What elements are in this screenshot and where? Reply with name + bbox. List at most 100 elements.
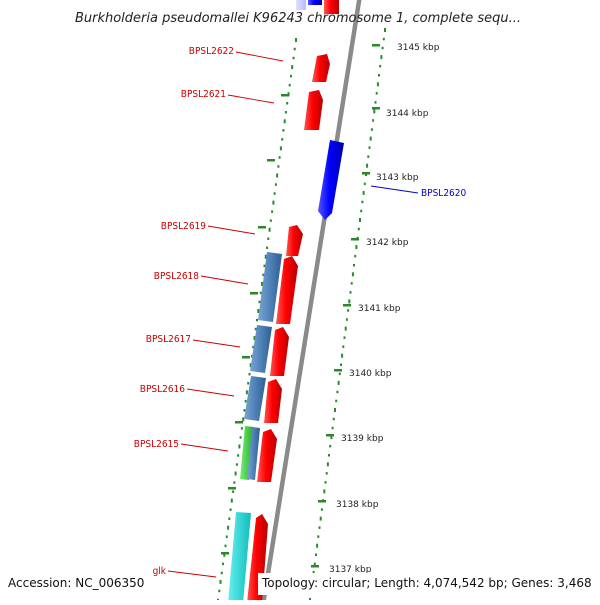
gc-track-inner-dot	[278, 156, 281, 159]
inner-tick-mark	[267, 159, 275, 162]
gc-track-outer-dot	[357, 227, 360, 231]
gc-track-inner-dot	[232, 490, 235, 493]
gc-track-inner-dot	[263, 264, 266, 268]
gc-track-inner-dot	[218, 589, 221, 593]
gc-track-outer-dot	[347, 309, 350, 312]
label-bpsl2622[interactable]: BPSL2622	[189, 46, 234, 57]
gc-track-inner-dot	[224, 544, 227, 548]
label-bpsl2621[interactable]: BPSL2621	[181, 89, 226, 100]
gc-track-outer-dot	[319, 516, 322, 521]
label-bpsl2619[interactable]: BPSL2619	[161, 221, 206, 232]
gc-track-outer-dot	[325, 472, 328, 475]
label-bpsl2616[interactable]: BPSL2616	[140, 384, 185, 395]
gc-track-inner-dot	[251, 354, 253, 358]
gc-track-inner-dot	[257, 309, 260, 313]
label-bpsl2620[interactable]: BPSL2620	[421, 188, 466, 199]
label-bpsl2618[interactable]: BPSL2618	[154, 271, 199, 282]
sequence-backbone	[260, 0, 362, 605]
gc-track-inner-dot	[271, 210, 274, 213]
gc-track-inner-dot	[239, 436, 242, 439]
leader-bpsl2619	[207, 225, 256, 235]
gc-track-outer-dot	[351, 272, 354, 277]
gc-track-outer-dot	[366, 163, 369, 168]
gene-bpsl2616-operon-block	[244, 376, 266, 421]
footer-accession-bg	[0, 573, 150, 595]
gc-dotted-tracks	[217, 28, 386, 602]
gc-track-outer-dot	[349, 291, 352, 294]
leader-glk	[167, 570, 217, 578]
gc-track-outer-dot	[363, 182, 366, 186]
gc-track-inner-dot	[259, 291, 262, 295]
kbp-tick-mark	[326, 434, 334, 437]
gc-track-inner-dot	[277, 165, 280, 168]
gc-track-outer-dot	[381, 46, 384, 50]
gc-track-inner-dot	[269, 219, 272, 222]
gc-track-inner-dot	[237, 454, 240, 457]
gene-bpsl2617-arrow[interactable]	[270, 327, 289, 376]
gene-bpsl2617-operon-block	[250, 325, 272, 373]
gc-track-outer-dot	[312, 570, 315, 575]
gc-track-outer-dot	[370, 128, 373, 131]
gc-track-inner-dot	[267, 237, 270, 240]
gc-track-inner-dot	[252, 345, 255, 349]
gc-track-outer-dot	[374, 101, 377, 104]
gc-track-inner-dot	[261, 281, 263, 286]
gc-track-outer-dot	[326, 462, 329, 467]
gc-track-outer-dot	[359, 218, 361, 222]
gene-bpsl2621-arrow[interactable]	[304, 90, 323, 130]
label-bpsl2615[interactable]: BPSL2615	[134, 439, 179, 450]
gc-track-inner-dot	[290, 74, 292, 78]
kbp-label-3143: 3143 kbp	[376, 173, 419, 183]
gc-track-outer-dot	[340, 363, 342, 366]
gc-track-inner-dot	[284, 111, 287, 114]
gc-track-inner-dot	[222, 562, 224, 566]
gc-track-inner-dot	[273, 192, 276, 195]
leader-bpsl2618	[200, 275, 249, 285]
gc-track-outer-dot	[375, 92, 378, 95]
gc-track-inner-dot	[220, 571, 223, 575]
gene-bpsl2616-arrow[interactable]	[264, 379, 282, 423]
gc-track-outer-dot	[355, 245, 358, 250]
gc-track-outer-dot	[342, 345, 345, 348]
gc-track-outer-dot	[331, 426, 334, 430]
gc-track-inner-dot	[235, 463, 238, 466]
gc-track-outer-dot	[332, 417, 335, 421]
gc-track-outer-dot	[360, 209, 363, 213]
gene-bpsl2622-arrow[interactable]	[312, 54, 330, 82]
gc-track-outer-dot	[354, 254, 357, 258]
kbp-tick-mark	[311, 565, 319, 568]
label-glk[interactable]: glk	[153, 566, 167, 577]
gc-track-inner-dot	[256, 318, 258, 322]
gc-track-inner-dot	[292, 56, 295, 60]
gc-track-outer-dot	[368, 146, 371, 149]
gc-track-outer-dot	[330, 435, 333, 440]
gene-bpsl2618-arrow[interactable]	[276, 256, 298, 324]
gene-bpsl2615-arrow[interactable]	[257, 429, 277, 482]
gc-track-inner-dot	[228, 517, 231, 520]
gc-track-inner-dot	[225, 535, 228, 538]
map-title: Burkholderia pseudomallei K96243 chromos…	[75, 11, 521, 26]
gc-track-outer-dot	[362, 190, 365, 195]
gc-track-inner-dot	[244, 400, 247, 403]
gc-track-outer-dot	[318, 526, 321, 529]
label-bpsl2617[interactable]: BPSL2617	[146, 334, 191, 345]
gc-track-outer-dot	[315, 553, 317, 556]
kbp-label-3144: 3144 kbp	[386, 109, 429, 119]
kbp-label-3141: 3141 kbp	[358, 304, 401, 314]
gene-bpsl2619-arrow[interactable]	[286, 225, 303, 256]
gc-track-inner-dot	[254, 327, 257, 331]
gc-track-inner-dot	[282, 129, 285, 132]
inner-tick-mark	[242, 356, 250, 359]
kbp-ticks	[221, 44, 380, 568]
gc-track-inner-dot	[242, 417, 245, 422]
gc-track-outer-dot	[379, 64, 382, 68]
inner-tick-mark	[221, 552, 229, 555]
kbp-tick-mark	[351, 238, 359, 241]
gc-track-outer-dot	[323, 489, 326, 494]
gc-track-inner-dot	[272, 200, 275, 205]
gc-track-outer-dot	[350, 282, 353, 285]
gc-track-outer-dot	[378, 74, 380, 77]
gc-track-outer-dot	[380, 55, 383, 60]
gene-bpsl2620-arrow[interactable]	[318, 140, 344, 220]
